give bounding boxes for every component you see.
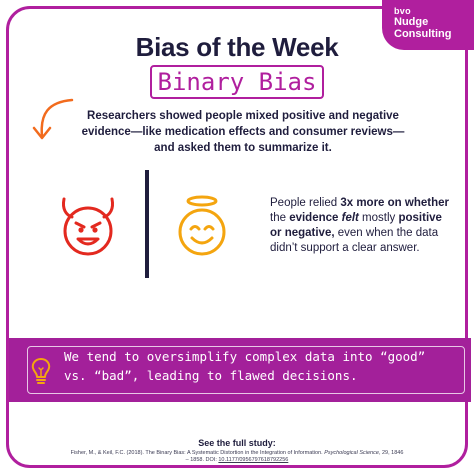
finding-part-4: even when the data didn’t support a clea…: [270, 227, 439, 254]
finding-emphasis: felt: [341, 212, 359, 224]
finding-highlight-1: 3x more on whether: [340, 197, 449, 209]
citation-volume: , 29, 1846 – 1858. DOI:: [185, 450, 404, 463]
citation-doi-link[interactable]: 10.1177/0956797618792256: [218, 457, 289, 463]
brand-logo: bvo Nudge Consulting: [382, 0, 474, 50]
finding-part-3: mostly: [358, 212, 399, 224]
finding-highlight-3: positive or negative,: [270, 212, 442, 239]
intro-text: Researchers showed people mixed positive…: [81, 110, 405, 154]
page-title: Bias of the Week: [135, 32, 339, 62]
study-heading: See the full study:: [198, 438, 276, 448]
finding-highlight-2: evidence: [289, 212, 342, 224]
bias-name: Binary Bias: [150, 65, 324, 99]
devil-face-icon: [62, 197, 114, 256]
takeaway-text: We tend to oversimplify complex data int…: [64, 349, 426, 383]
citation: Fisher, M., & Keil, F.C. (2018). The Bin…: [70, 450, 404, 464]
angel-face-icon: [178, 195, 226, 256]
citation-journal: Psychological Science: [324, 450, 379, 456]
finding-part-2: the: [270, 212, 290, 224]
citation-authors: Fisher, M., & Keil, F.C. (2018). The Bin…: [70, 450, 325, 456]
banner-outline: [27, 346, 465, 394]
finding-part-1: People relied: [270, 197, 341, 209]
brand-bvo: bvo: [394, 6, 411, 16]
lightbulb-icon: [31, 358, 51, 384]
finding-text: People relied 3x more on whether the evi…: [270, 196, 450, 256]
brand-line2: Consulting: [394, 28, 452, 40]
curved-arrow-icon: [32, 98, 74, 140]
takeaway-banner: [9, 338, 471, 402]
brand-line1: Nudge: [394, 16, 429, 28]
vertical-divider: [145, 170, 149, 278]
